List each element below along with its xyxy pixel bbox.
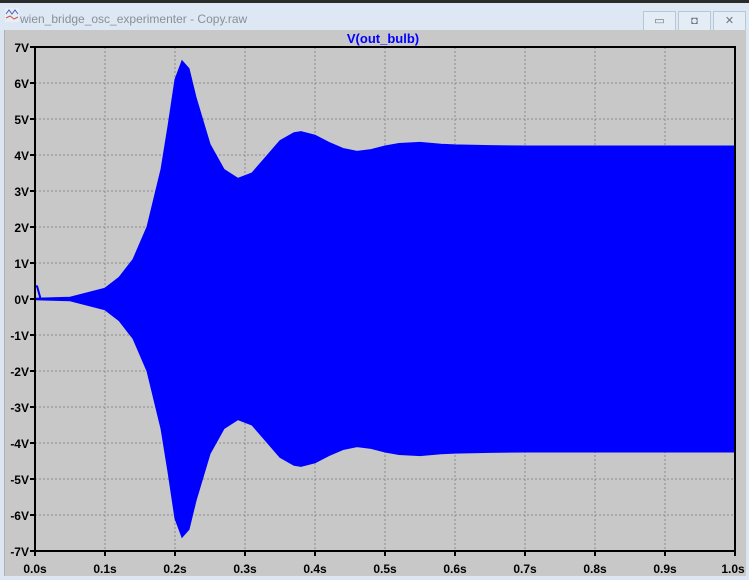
y-tick-label: 4V: [14, 149, 29, 163]
x-tick-label: 0.2s: [163, 562, 187, 576]
x-tick-label: 0.3s: [233, 562, 257, 576]
y-tick-label: -6V: [10, 509, 29, 523]
y-tick-label: -3V: [10, 401, 29, 415]
y-tick-label: -7V: [10, 545, 29, 559]
x-tick-label: 0.7s: [513, 562, 537, 576]
x-tick-label: 0.8s: [583, 562, 607, 576]
x-tick-label: 0.0s: [23, 562, 47, 576]
y-tick-label: -4V: [10, 437, 29, 451]
y-tick-label: 1V: [14, 257, 29, 271]
x-tick-label: 0.4s: [303, 562, 327, 576]
y-tick-label: -1V: [10, 329, 29, 343]
y-tick-label: 6V: [14, 77, 29, 91]
y-tick-label: -2V: [10, 365, 29, 379]
window-title: wien_bridge_osc_experimenter - Copy.raw: [20, 12, 248, 26]
x-tick-label: 0.5s: [373, 562, 397, 576]
x-tick-label: 0.1s: [93, 562, 117, 576]
y-tick-label: 0V: [14, 293, 29, 307]
trace-label[interactable]: V(out_bulb): [347, 31, 419, 46]
y-tick-label: 5V: [14, 113, 29, 127]
y-tick-label: 3V: [14, 185, 29, 199]
x-tick-label: 1.0s: [721, 562, 745, 576]
x-tick-label: 0.9s: [653, 562, 677, 576]
y-tick-label: 7V: [14, 41, 29, 55]
waveform-app-icon: [5, 8, 19, 22]
title-bar: wien_bridge_osc_experimenter - Copy.raw …: [0, 3, 749, 31]
y-tick-label: -5V: [10, 473, 29, 487]
y-tick-label: 2V: [14, 221, 29, 235]
x-tick-label: 0.6s: [443, 562, 467, 576]
screen-edge: [0, 0, 749, 3]
